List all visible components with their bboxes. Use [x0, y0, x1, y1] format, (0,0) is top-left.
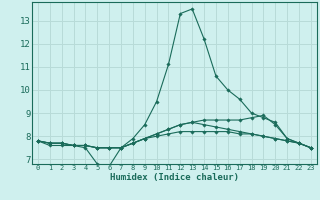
X-axis label: Humidex (Indice chaleur): Humidex (Indice chaleur) [110, 173, 239, 182]
